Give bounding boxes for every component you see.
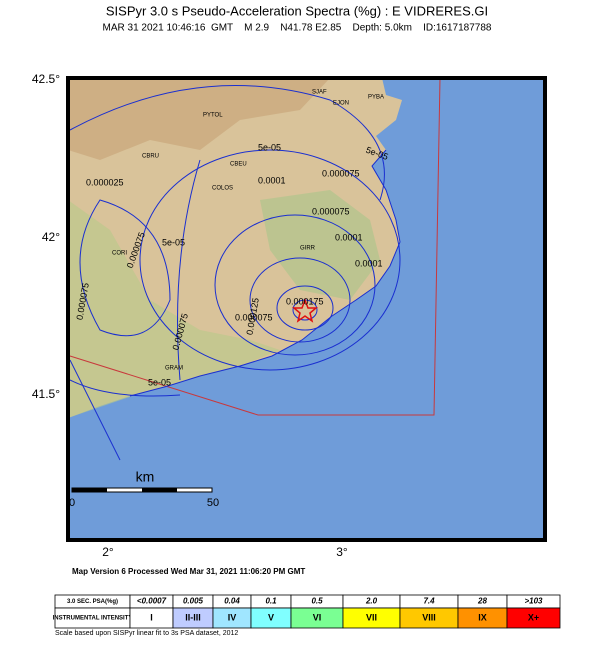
legend-text: I bbox=[150, 612, 153, 622]
epicenter bbox=[291, 297, 319, 323]
lon-label: 2° bbox=[102, 545, 114, 559]
places: PYTOL SJAF EJON PYBA CBRU CBEU COLOS COR… bbox=[112, 90, 384, 372]
legend-text: 0.1 bbox=[265, 597, 277, 606]
lat-label: 42.5° bbox=[32, 72, 60, 86]
map: PYTOL SJAF EJON PYBA CBRU CBEU COLOS COR… bbox=[32, 72, 547, 559]
contour-label: 0.000075 bbox=[312, 206, 350, 216]
place: GRAM bbox=[165, 366, 183, 372]
place: CBRU bbox=[142, 154, 159, 160]
place: CORI bbox=[112, 251, 127, 257]
legend-text: 3.0 SEC. PSA(%g) bbox=[67, 599, 118, 605]
legend-text: VI bbox=[313, 612, 322, 622]
plain bbox=[260, 190, 380, 300]
lat-label: 42° bbox=[42, 230, 60, 244]
legend-text: V bbox=[268, 612, 274, 622]
mountains bbox=[68, 78, 330, 160]
legend-text: II-III bbox=[185, 612, 201, 622]
legend-text: 0.5 bbox=[311, 597, 323, 606]
legend: 3.0 SEC. PSA(%g) <0.0007 0.005 0.04 0.1 0.5 2.… bbox=[53, 594, 561, 629]
legend-text: VIII bbox=[422, 612, 436, 622]
lon-label: 3° bbox=[336, 545, 348, 559]
place: SJAF bbox=[312, 90, 327, 96]
contour-label: 0.000075 bbox=[322, 168, 360, 178]
contour-label: 5e-05 bbox=[148, 377, 171, 387]
contour-label: 5e-05 bbox=[258, 142, 281, 152]
contour-label: 5e-05 bbox=[162, 237, 185, 247]
frame bbox=[66, 76, 547, 542]
legend-text: IV bbox=[228, 612, 237, 622]
place: CBEU bbox=[230, 162, 247, 168]
contour-label: 0.000075 bbox=[235, 312, 273, 322]
place: EJON bbox=[333, 101, 349, 107]
scale-unit: km bbox=[136, 469, 155, 485]
scale-start: 0 bbox=[69, 497, 75, 509]
legend-text: 0.04 bbox=[224, 597, 240, 606]
legend-text: 7.4 bbox=[423, 597, 435, 606]
contour-label: 0.0001 bbox=[258, 175, 286, 185]
scale-end: 50 bbox=[207, 497, 219, 509]
place: PYTOL bbox=[203, 113, 223, 119]
title: SISPyr 3.0 s Pseudo-Acceleration Spectra… bbox=[106, 3, 488, 18]
lat-label: 41.5° bbox=[32, 387, 60, 401]
legend-text: 0.005 bbox=[183, 597, 204, 606]
contour-label: 0.000175 bbox=[286, 296, 324, 306]
contour-label: 0.0001 bbox=[355, 258, 383, 268]
legend-cell bbox=[506, 607, 561, 629]
legend-text: X+ bbox=[528, 612, 539, 622]
place: GIRR bbox=[300, 246, 316, 252]
legend-note: Scale based upon SISPyr linear fit to 3s… bbox=[55, 630, 238, 637]
legend-text: 28 bbox=[477, 597, 487, 606]
region-boundary bbox=[69, 77, 441, 416]
legend-text: <0.0007 bbox=[137, 597, 167, 606]
contour-label: 0.000025 bbox=[86, 177, 124, 187]
scale-bar: km 0 50 bbox=[69, 469, 219, 509]
contours bbox=[69, 84, 401, 461]
legend-text: >103 bbox=[524, 597, 543, 606]
place: COLOS bbox=[212, 186, 233, 192]
legend-text: INSTRUMENTAL INTENSITY bbox=[53, 616, 133, 622]
subtitle: MAR 31 2021 10:46:16 GMT M 2.9 N41.78 E2… bbox=[103, 23, 492, 34]
footer: Map Version 6 Processed Wed Mar 31, 2021… bbox=[72, 567, 305, 576]
legend-text: 2.0 bbox=[365, 597, 378, 606]
legend-text: IX bbox=[478, 612, 487, 622]
contour-label: 0.0001 bbox=[335, 232, 363, 242]
legend-text: VII bbox=[366, 612, 377, 622]
place: PYBA bbox=[368, 95, 384, 101]
